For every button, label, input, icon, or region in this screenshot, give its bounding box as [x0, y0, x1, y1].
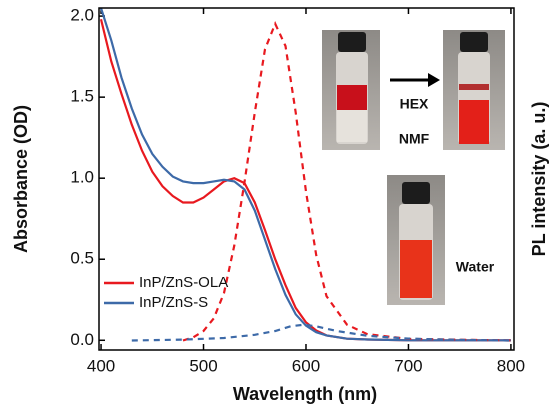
y-tick-label: 0.5 [70, 249, 94, 268]
legend-label: InP/ZnS-S [139, 294, 208, 311]
photo-inset [443, 30, 505, 150]
x-tick-label: 400 [87, 356, 115, 375]
arrow [390, 73, 440, 87]
data-line [99, 8, 511, 342]
y-tick-label: 2.0 [70, 6, 94, 25]
x-tick-label: 700 [394, 356, 422, 375]
annotation: NMF [399, 131, 430, 147]
data-line [182, 21, 511, 342]
x-axis-title: Wavelength (nm) [233, 384, 377, 404]
y2-axis-title: PL intensity (a. u.) [529, 102, 549, 257]
y-axis-title: Absorbance (OD) [11, 105, 31, 253]
y-tick-label: 1.0 [70, 168, 94, 187]
x-tick-label: 500 [189, 356, 217, 375]
legend-label: InP/ZnS-OLA [139, 274, 228, 291]
y-tick-label: 1.5 [70, 87, 94, 106]
photo-inset [322, 30, 380, 150]
photo-inset [387, 175, 445, 305]
data-line [131, 323, 511, 342]
plot-frame [98, 7, 515, 351]
x-tick-label: 600 [292, 356, 320, 375]
x-tick-label: 800 [497, 356, 525, 375]
y-tick-label: 0.0 [70, 330, 94, 349]
plot-area [99, 8, 511, 342]
annotation: Water [456, 259, 495, 275]
annotation: HEX [400, 96, 429, 112]
